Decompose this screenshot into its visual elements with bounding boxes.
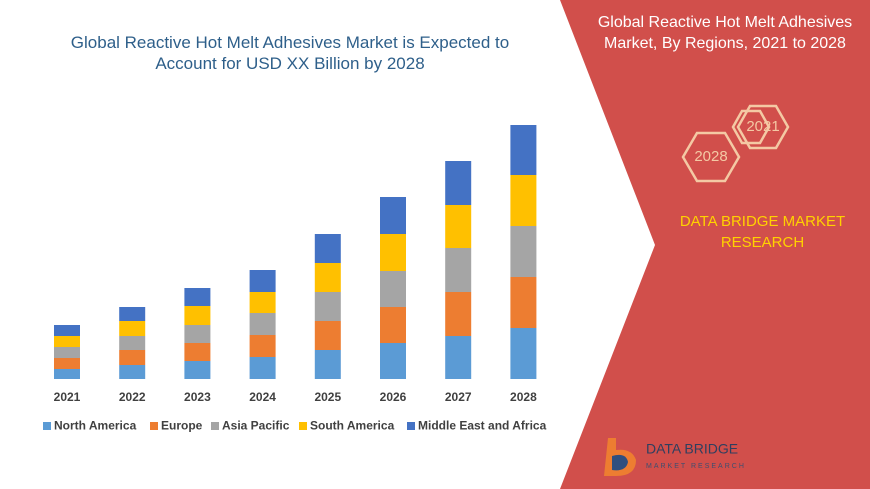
x-tick-label: 2022 (119, 390, 146, 404)
bar-segment (54, 369, 80, 379)
bar-segment (380, 271, 406, 307)
x-tick-label: 2023 (184, 390, 211, 404)
bar-segment (54, 358, 80, 369)
bar-segment (510, 175, 537, 226)
x-tick-label: 2026 (380, 390, 407, 404)
bar-segment (380, 343, 406, 379)
logo-mark (612, 454, 628, 471)
legend-swatch (211, 422, 219, 430)
legend-swatch (299, 422, 307, 430)
bar-segment (119, 307, 146, 321)
brand: DATA BRIDGE MARKET RESEARCH (679, 213, 846, 251)
legend-label: Europe (161, 419, 203, 433)
bar-segment (510, 125, 537, 175)
bar-segment (314, 263, 341, 292)
hexagon-label: 2028 (694, 148, 727, 165)
x-tick-label: 2021 (54, 390, 81, 404)
hexagon (731, 109, 771, 145)
x-tick-label: 2025 (314, 390, 341, 404)
bar-segment (54, 347, 80, 358)
bar-segment (54, 325, 80, 336)
bar-segment (445, 161, 472, 205)
bar-segment (184, 306, 211, 325)
x-tick-label: 2027 (445, 390, 472, 404)
bar-segment (184, 343, 211, 361)
bar-segment (380, 234, 406, 271)
x-tick-label: 2024 (249, 390, 276, 404)
hexagon (736, 104, 790, 150)
bar-segment (380, 307, 406, 343)
legend-label: Asia Pacific (222, 419, 290, 433)
bar-segment (119, 321, 146, 336)
bar-segment (249, 313, 276, 335)
bar-segment (119, 365, 146, 379)
legend-swatch (407, 422, 415, 430)
bar-segment (249, 270, 276, 292)
bar-segment (184, 325, 211, 343)
bar-segment (445, 205, 472, 248)
hexagon (681, 131, 741, 183)
legend-swatch (43, 422, 51, 430)
bar-segment (314, 292, 341, 321)
bar-segment (314, 350, 341, 379)
bar-segment (184, 288, 211, 306)
bar-segment (510, 226, 537, 277)
bar-segment (314, 321, 341, 350)
bar-segment (249, 292, 276, 313)
bar-segment (184, 361, 211, 379)
legend-label: South America (310, 419, 395, 433)
bar-segment (119, 350, 146, 365)
logo-name: DATA BRIDGE (646, 441, 738, 457)
bar-segment (510, 328, 537, 379)
logo-tagline: MARKET RESEARCH (646, 463, 746, 470)
bar-segment (445, 248, 472, 292)
bar-segment (380, 197, 406, 234)
x-tick-label: 2028 (510, 390, 537, 404)
legend-swatch (150, 422, 158, 430)
bar-segment (54, 336, 80, 347)
chart-title: Global Reactive Hot Melt Adhesives Marke… (70, 33, 510, 73)
side-panel (560, 0, 870, 489)
panel-title: Global Reactive Hot Melt Adhesives Marke… (597, 14, 853, 52)
bar-segment (314, 234, 341, 263)
hexagon-label: 2021 (746, 118, 779, 135)
bar-segment (510, 277, 537, 328)
bar-segment (249, 335, 276, 357)
legend-label: Middle East and Africa (418, 419, 547, 433)
bar-segment (119, 336, 146, 350)
bar-segment (249, 357, 276, 379)
bar-segment (445, 292, 472, 336)
bar-segment (445, 336, 472, 379)
legend-label: North America (54, 419, 137, 433)
